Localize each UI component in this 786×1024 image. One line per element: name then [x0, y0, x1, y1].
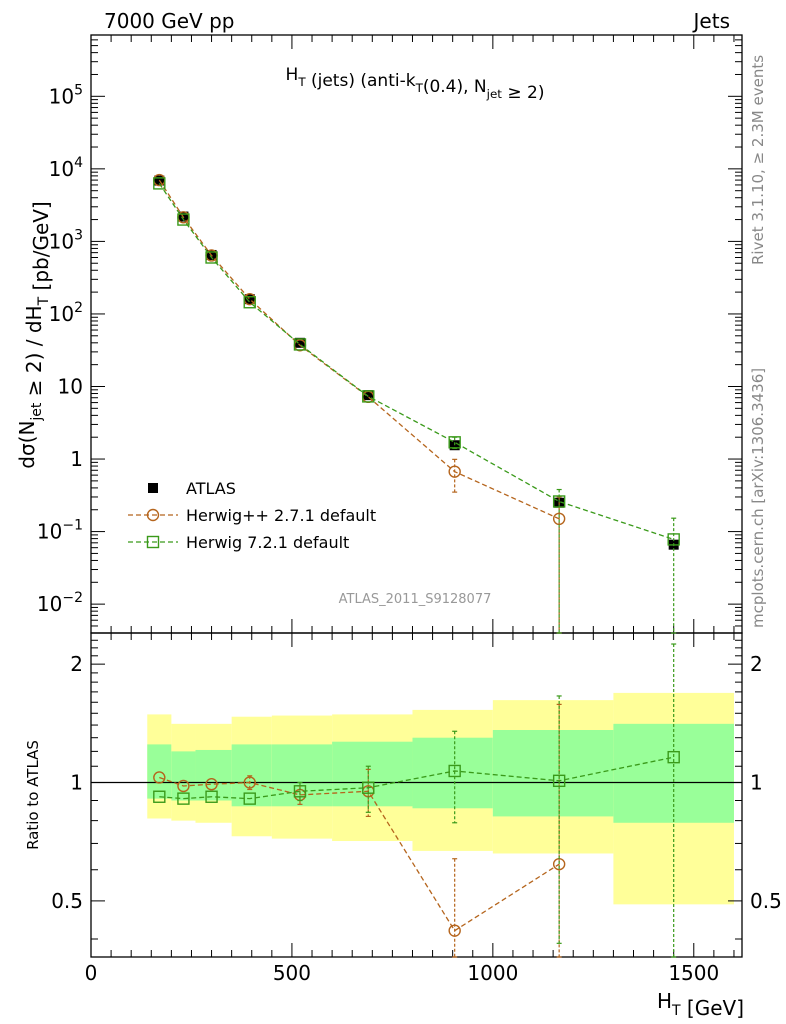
y-axis-label: dσ(Njet ≥ 2) / dHT [pb/GeV] [15, 201, 53, 468]
legend-marker [146, 535, 160, 549]
ratio-tick-label-left: 0.5 [51, 889, 83, 913]
x-tick-label: 0 [85, 961, 98, 985]
legend-label: Herwig 7.2.1 default [186, 533, 349, 552]
ratio-tick-label-right: 0.5 [750, 889, 782, 913]
green-band-bin [492, 730, 614, 817]
y-tick-label: 10 [58, 374, 83, 398]
data-point [243, 792, 256, 805]
series-open-square [153, 643, 680, 958]
ratio-panel-frame [90, 632, 743, 958]
data-point [449, 440, 460, 451]
data-point [448, 924, 461, 937]
y-tick-label: 105 [49, 82, 83, 108]
header-right: Jets [692, 9, 730, 33]
ratio-tick-label-left: 2 [70, 652, 83, 676]
x-tick-label: 1500 [668, 961, 719, 985]
x-axis-label: HT [GeV] [657, 989, 744, 1020]
series-line [159, 776, 560, 932]
legend: ATLAS Herwig++ 2.7.1 default Herwig 7.2.1 … [128, 479, 376, 552]
data-point [667, 750, 680, 764]
data-point [177, 792, 190, 805]
y-tick-label: 104 [49, 155, 83, 181]
green-band-bin [171, 751, 196, 801]
series-line [158, 183, 674, 541]
header-left: 7000 GeV pp [104, 9, 235, 33]
data-point [205, 790, 218, 803]
series-open-circle [153, 173, 566, 634]
data-point [448, 436, 461, 449]
data-point [153, 771, 166, 784]
data-point [293, 785, 307, 798]
ratio-y-axis-label: Ratio to ATLAS [24, 740, 42, 850]
data-point [243, 296, 256, 309]
data-point [448, 764, 461, 778]
data-point [448, 465, 461, 478]
data-point [177, 213, 190, 226]
green-band-bin [195, 749, 232, 801]
data-point [177, 779, 190, 793]
data-point [362, 781, 375, 794]
y-tick-label: 10−2 [37, 590, 83, 616]
legend-label: Herwig++ 2.7.1 default [186, 506, 376, 525]
data-point [552, 495, 566, 508]
x-tick-label: 500 [273, 961, 311, 985]
data-point [552, 512, 566, 526]
series-line [159, 756, 674, 800]
uncertainty-bands [147, 692, 734, 905]
analysis-watermark: ATLAS_2011_S9128077 [339, 592, 492, 607]
data-point [552, 774, 566, 788]
data-point [205, 251, 218, 264]
ratio-tick-label-left: 1 [70, 771, 83, 795]
y-tick-label: 103 [49, 227, 83, 253]
data-point [243, 776, 256, 789]
legend-marker [148, 483, 158, 493]
data-point [153, 790, 166, 803]
plot-title: HT (jets) (anti-kT(0.4), Njet ≥ 2) [286, 65, 545, 103]
ratio-tick-label-right: 2 [750, 652, 763, 676]
data-point [205, 778, 218, 791]
series-line [158, 179, 560, 520]
data-point [293, 338, 307, 351]
data-point [244, 294, 255, 305]
data-series [153, 173, 680, 958]
x-tick-label: 1000 [467, 961, 518, 985]
rivet-text: Rivet 3.1.10, ≥ 2.3M events [749, 55, 767, 265]
data-point [667, 533, 680, 546]
y-tick-label: 102 [49, 300, 83, 326]
green-band-bin [613, 723, 734, 823]
data-point [294, 337, 305, 348]
series-open-square [153, 177, 680, 634]
green-band-bin [271, 744, 333, 807]
data-point [362, 390, 375, 403]
data-point [153, 177, 166, 190]
ratio-tick-label-right: 1 [750, 771, 763, 795]
y-tick-label: 10−1 [37, 518, 83, 544]
mcplots-text: mcplots.cern.ch [arXiv:1306.3436] [749, 368, 767, 628]
y-tick-label: 1 [70, 447, 83, 471]
legend-label: ATLAS [186, 479, 236, 498]
legend-marker [146, 508, 160, 522]
tick-labels: 10−2 10−1 1 10 102 103 104 105 0 500 1000 1500 0.5 0.… [37, 82, 782, 985]
data-point [363, 390, 374, 401]
